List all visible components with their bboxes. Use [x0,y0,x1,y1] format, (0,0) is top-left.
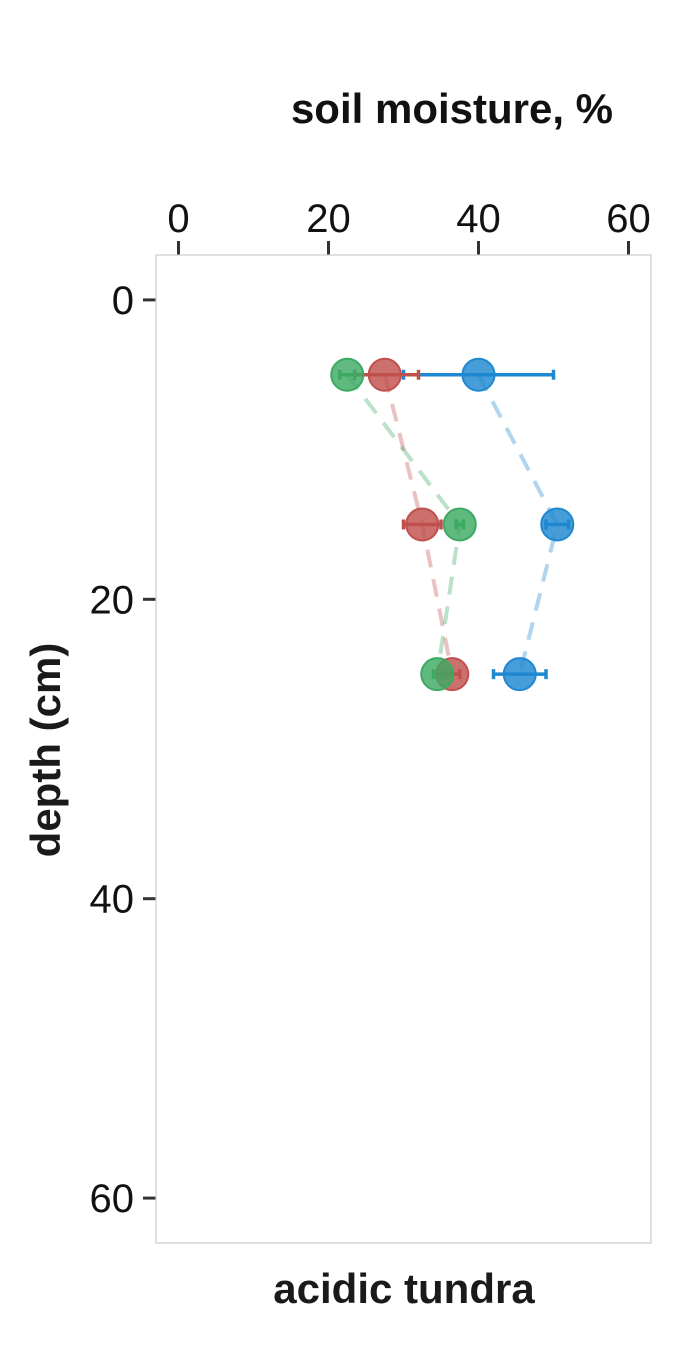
x-tick-label: 20 [306,197,351,241]
y-tick-label: 60 [90,1177,135,1221]
series-0-point [540,507,575,542]
data-points [330,357,575,692]
series-2-point [442,507,477,542]
series-0-point [502,657,537,692]
plot-panel-border [155,254,652,1244]
x-tick-label: 60 [606,197,651,241]
plot-area [330,357,575,692]
series-1-point [367,357,402,392]
chart-title: soil moisture, % [291,85,613,132]
x-tick-label: 0 [167,197,189,241]
series-0-line [476,373,560,675]
series-1-point [405,507,440,542]
series-0-point [461,357,496,392]
y-tick-label: 40 [90,878,135,922]
x-tick-label: 40 [456,197,501,241]
series-2-point [420,657,455,692]
series-2-point [330,357,365,392]
x-axis: 0 20 40 60 [167,197,651,255]
y-tick-label: 0 [112,279,134,323]
y-tick-label: 20 [90,578,135,622]
x-axis-title: acidic tundra [273,1265,535,1312]
y-axis: 0 20 40 60 [90,279,156,1221]
y-axis-title: depth (cm) [22,643,69,858]
